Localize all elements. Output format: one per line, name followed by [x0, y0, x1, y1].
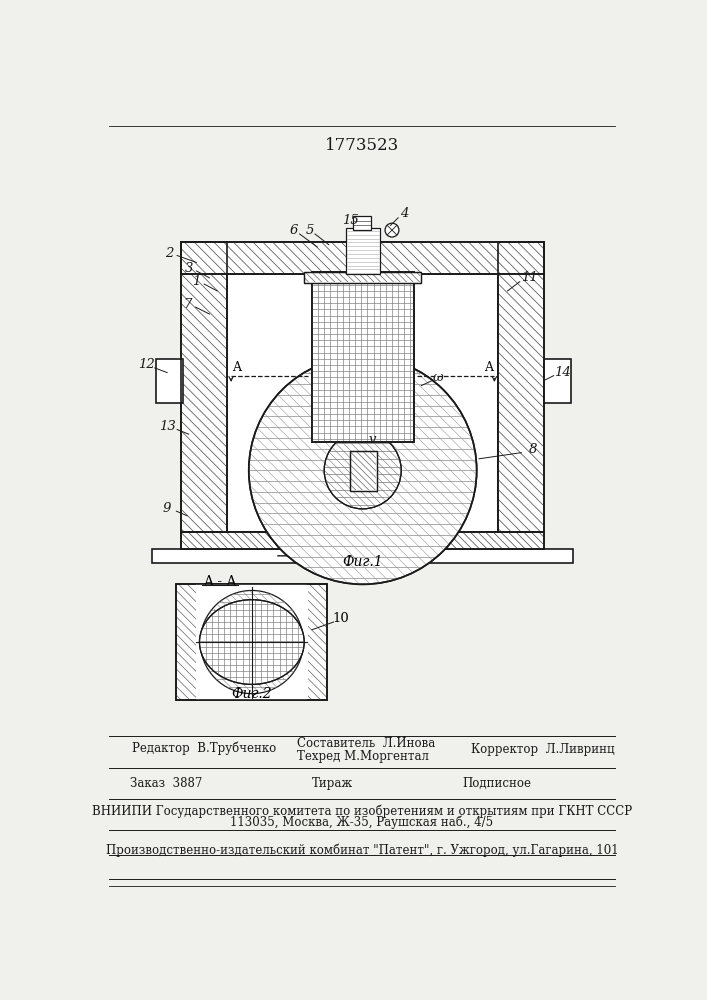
Text: Фиг.1: Фиг.1	[342, 555, 383, 569]
Text: 1773523: 1773523	[325, 137, 399, 154]
Text: ω: ω	[433, 371, 443, 384]
Text: Корректор  Л.Ливринц: Корректор Л.Ливринц	[472, 743, 615, 756]
Text: 1: 1	[192, 275, 201, 288]
Bar	[181, 532, 544, 549]
Text: Производственно-издательский комбинат "Патент", г. Ужгород, ул.Гагарина, 101: Производственно-издательский комбинат "П…	[105, 843, 618, 857]
Text: 3: 3	[185, 262, 193, 275]
Text: 10: 10	[333, 612, 349, 625]
Bar	[181, 242, 227, 532]
Text: 7: 7	[184, 298, 192, 311]
Bar	[156, 359, 182, 403]
Text: 15: 15	[342, 214, 358, 227]
Text: Редактор  В.Трубченко: Редактор В.Трубченко	[132, 742, 276, 755]
Text: 4: 4	[400, 207, 409, 220]
Text: 14: 14	[554, 366, 571, 379]
Text: 2: 2	[165, 247, 174, 260]
Bar	[304, 272, 421, 283]
Text: Фиг.2: Фиг.2	[231, 687, 272, 701]
Text: v: v	[369, 433, 377, 446]
Text: Составитель  Л.Инова: Составитель Л.Инова	[296, 737, 435, 750]
Bar	[176, 584, 327, 700]
Text: 113035, Москва, Ж-35, Раушская наб., 4/5: 113035, Москва, Ж-35, Раушская наб., 4/5	[230, 815, 493, 829]
Bar	[197, 584, 308, 700]
Ellipse shape	[199, 600, 304, 684]
Bar	[176, 584, 327, 700]
Circle shape	[249, 356, 477, 584]
Circle shape	[200, 590, 303, 694]
Text: 11: 11	[520, 271, 537, 284]
Bar	[544, 359, 571, 403]
Circle shape	[385, 223, 399, 237]
Text: A: A	[484, 361, 493, 374]
Bar	[181, 532, 544, 549]
Bar	[498, 242, 544, 532]
Text: Подписное: Подписное	[462, 777, 531, 790]
Text: A: A	[232, 361, 241, 374]
Text: 9: 9	[163, 502, 171, 515]
Bar	[312, 272, 414, 442]
Text: 8: 8	[529, 443, 537, 456]
Bar	[152, 549, 573, 563]
Text: ВНИИПИ Государственного комитета по изобретениям и открытиям при ГКНТ СССР: ВНИИПИ Государственного комитета по изоб…	[92, 805, 632, 818]
Text: Техред М.Моргентал: Техред М.Моргентал	[296, 750, 428, 763]
Bar	[181, 242, 544, 274]
Bar	[181, 242, 544, 274]
Text: Тираж: Тираж	[312, 777, 353, 790]
Text: A - A: A - A	[203, 575, 236, 589]
Text: 13: 13	[159, 420, 175, 433]
Bar	[227, 274, 498, 532]
Bar	[312, 272, 414, 442]
Text: 5: 5	[305, 224, 314, 237]
Bar	[181, 242, 227, 532]
Bar	[354, 216, 371, 230]
Bar	[350, 451, 377, 491]
Bar	[304, 272, 421, 283]
Bar	[498, 242, 544, 532]
Bar	[350, 451, 377, 491]
Text: Заказ  3887: Заказ 3887	[130, 777, 203, 790]
Text: 12: 12	[138, 358, 155, 371]
Circle shape	[325, 432, 402, 509]
Text: 6: 6	[290, 224, 298, 237]
Bar	[346, 228, 380, 274]
